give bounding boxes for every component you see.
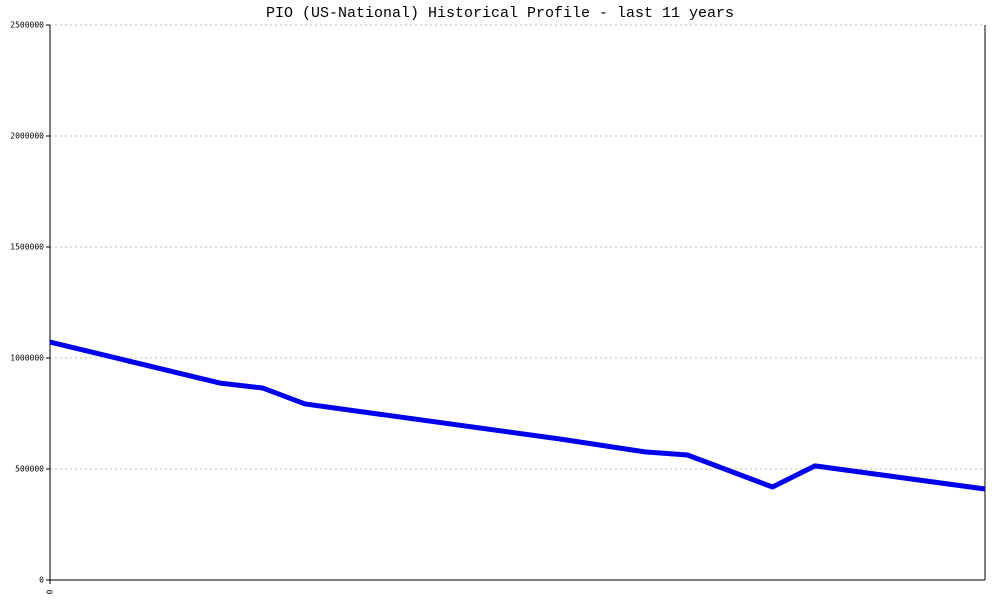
y-tick-label: 0 — [39, 576, 44, 585]
y-tick-label: 1000000 — [10, 354, 44, 363]
y-tick-label: 2000000 — [10, 132, 44, 141]
y-tick-label: 2500000 — [10, 21, 44, 30]
chart-title: PIO (US-National) Historical Profile - l… — [266, 5, 734, 22]
data-line — [49, 339, 986, 492]
x-tick-label: 0 — [46, 589, 55, 594]
y-tick-label: 1500000 — [10, 243, 44, 252]
y-tick-label: 500000 — [15, 465, 44, 474]
